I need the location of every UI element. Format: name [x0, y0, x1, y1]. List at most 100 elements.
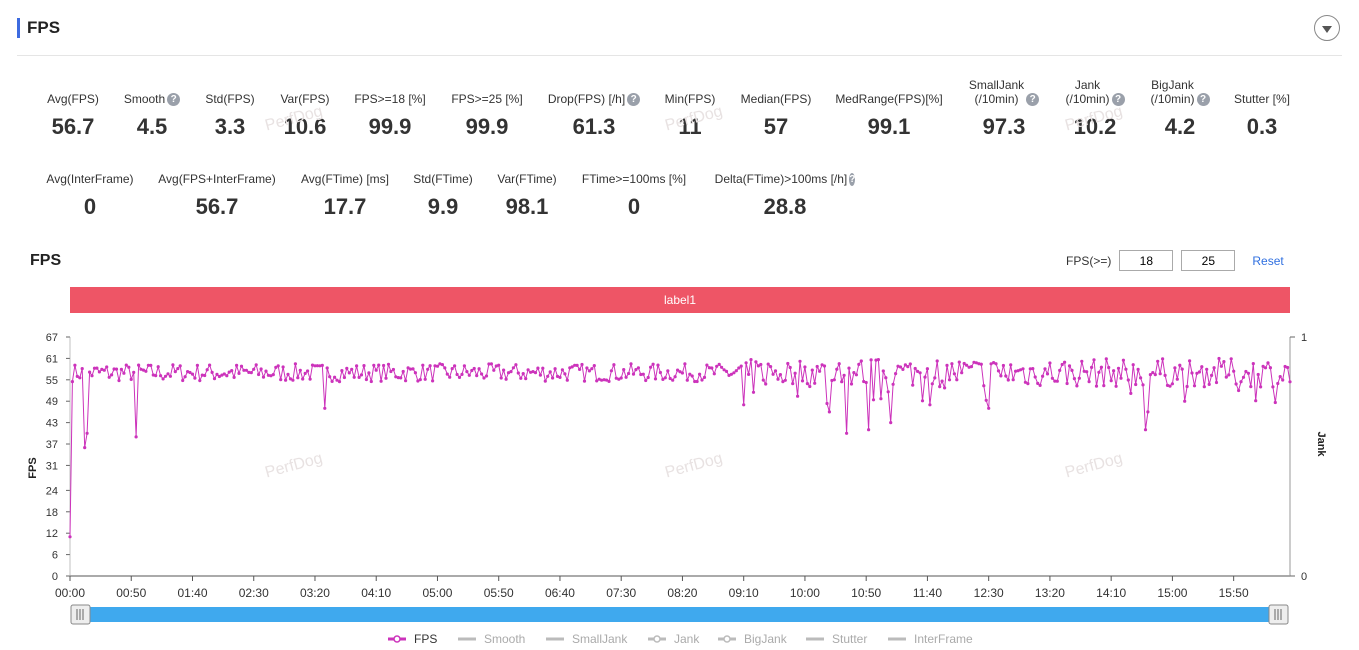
- fps-point: [607, 379, 611, 383]
- help-icon[interactable]: ?: [1026, 93, 1040, 106]
- fps-point: [800, 379, 805, 383]
- y2-axis-title: Jank: [1315, 431, 1327, 457]
- legend-item-smooth[interactable]: Smooth: [484, 632, 525, 646]
- fps-point: [688, 372, 692, 376]
- fps-point: [73, 363, 77, 367]
- fps-point: [756, 364, 761, 368]
- fps-point: [426, 367, 430, 371]
- fps-point: [646, 375, 650, 380]
- fps-point: [247, 370, 251, 374]
- fps-point: [480, 372, 484, 376]
- fps-point: [220, 373, 224, 377]
- help-icon[interactable]: ?: [1111, 93, 1125, 106]
- fps-point: [920, 399, 925, 403]
- stat-value: 4.5: [136, 114, 168, 139]
- stat-value: 56.7: [195, 194, 239, 219]
- slider-track[interactable]: [80, 607, 1278, 622]
- fps-series: [68, 356, 1292, 539]
- fps-point: [193, 376, 197, 380]
- fps-point: [1239, 380, 1243, 384]
- fps-point: [582, 379, 587, 383]
- fps-point: [440, 363, 444, 367]
- stat-label-text: Avg(FPS+InterFrame): [158, 172, 276, 186]
- fps-point: [636, 366, 641, 370]
- legend-item-interframe[interactable]: InterFrame: [914, 632, 973, 646]
- stat-label: Median(FPS): [706, 78, 846, 106]
- collapse-button[interactable]: [1314, 15, 1340, 41]
- x-tick-label: 03:20: [300, 586, 330, 600]
- label-bar[interactable]: label1: [70, 287, 1290, 313]
- fps-point: [979, 362, 983, 366]
- stat-label-text: Var(FTime): [497, 172, 557, 186]
- fps-point: [683, 362, 687, 366]
- time-range-slider[interactable]: [70, 604, 1289, 625]
- x-tick-label: 06:40: [545, 586, 575, 600]
- fps-point: [776, 377, 780, 381]
- fps-point: [188, 370, 192, 375]
- fps-point: [933, 376, 937, 380]
- help-icon[interactable]: ?: [1196, 93, 1210, 106]
- fps-point: [808, 384, 812, 389]
- fps-point: [1237, 388, 1241, 393]
- fps-point: [200, 373, 204, 377]
- fps-filter-label: FPS(>=): [1066, 253, 1112, 268]
- fps-point: [541, 366, 545, 370]
- fps-point: [149, 363, 153, 367]
- fps-point: [1212, 366, 1216, 370]
- fps-point: [1041, 374, 1045, 378]
- fps-point: [1097, 370, 1101, 374]
- fps-point: [163, 374, 168, 378]
- fps-point: [1261, 364, 1265, 368]
- legend-item-jank[interactable]: Jank: [674, 632, 700, 646]
- fps-point: [281, 365, 285, 369]
- slider-handle-right[interactable]: [1268, 604, 1289, 625]
- fps-point: [950, 362, 954, 366]
- legend-item-fps[interactable]: FPS: [414, 632, 437, 646]
- fps-point: [431, 379, 435, 383]
- fps-threshold-1-input[interactable]: [1119, 250, 1174, 271]
- legend-item-bigjank[interactable]: BigJank: [744, 632, 788, 646]
- fps-point: [788, 365, 792, 370]
- fps-point: [212, 377, 217, 381]
- fps-point: [159, 374, 163, 378]
- fps-threshold-2-input[interactable]: [1181, 250, 1236, 271]
- fps-point: [286, 372, 290, 376]
- fps-point: [90, 374, 94, 378]
- stat-label: Min(FPS): [620, 78, 760, 106]
- fps-point: [570, 365, 574, 369]
- help-icon[interactable]: ?: [627, 93, 641, 106]
- fps-point: [898, 365, 903, 369]
- fps-point: [205, 368, 209, 372]
- stat-label: SmallJank (/10min)?: [934, 78, 1074, 106]
- fps-point: [661, 377, 665, 381]
- reset-link[interactable]: Reset: [1252, 253, 1284, 268]
- chart-legend[interactable]: FPS Smooth SmallJank Jank BigJank Stutter Inte…: [388, 632, 973, 646]
- legend-item-smalljank[interactable]: SmallJank: [572, 632, 628, 646]
- fps-point: [1065, 381, 1069, 386]
- slider-handle-left[interactable]: [70, 604, 91, 625]
- fps-point: [609, 369, 614, 373]
- fps-point: [95, 366, 99, 370]
- help-icon[interactable]: ?: [167, 93, 181, 106]
- stat-label: Std(FTime): [373, 158, 513, 186]
- x-tick-label: 15:50: [1219, 586, 1249, 600]
- fps-point: [1090, 365, 1094, 369]
- fps-point: [70, 380, 74, 384]
- fps-point: [396, 376, 400, 380]
- fps-point: [952, 372, 957, 376]
- stat-fps-25: FPS>=25 [%] 99.9: [417, 78, 557, 140]
- x-tick-label: 07:30: [606, 586, 636, 600]
- fps-point: [1129, 391, 1133, 395]
- legend-item-stutter[interactable]: Stutter: [832, 632, 867, 646]
- fps-point: [176, 367, 180, 371]
- fps-point: [982, 384, 986, 388]
- x-tick-label: 04:10: [361, 586, 391, 600]
- fps-point: [989, 362, 993, 366]
- help-icon[interactable]: ?: [849, 173, 856, 186]
- fps-point: [634, 368, 638, 372]
- fps-point: [641, 372, 645, 376]
- fps-point: [372, 363, 376, 367]
- fps-point: [347, 371, 351, 375]
- fps-point: [592, 364, 596, 368]
- stat-stutter: Stutter [%] 0.3: [1192, 78, 1332, 140]
